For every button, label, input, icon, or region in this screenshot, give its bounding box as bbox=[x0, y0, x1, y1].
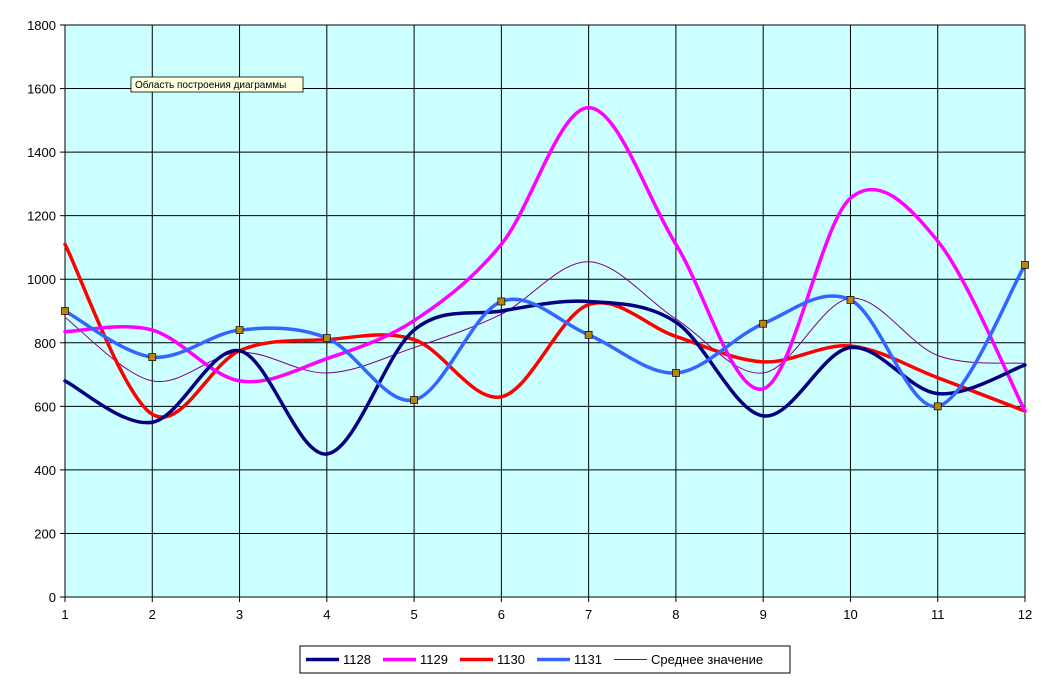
x-tick-label: 7 bbox=[585, 607, 592, 622]
y-tick-label: 1400 bbox=[27, 145, 56, 160]
x-tick-label: 8 bbox=[672, 607, 679, 622]
legend-item[interactable]: 1130 bbox=[460, 652, 525, 667]
series-1131-point[interactable] bbox=[148, 353, 157, 361]
tooltip-box bbox=[130, 76, 304, 93]
series-lines bbox=[63, 105, 1027, 456]
y-tick-label: 400 bbox=[34, 463, 56, 478]
y-tick-label: 600 bbox=[34, 399, 56, 414]
y-tick-label: 1800 bbox=[27, 18, 56, 33]
y-tick-label: 1200 bbox=[27, 209, 56, 224]
x-tick-label: 9 bbox=[760, 607, 767, 622]
x-tick-label: 10 bbox=[843, 607, 857, 622]
x-tick-label: 12 bbox=[1018, 607, 1032, 622]
x-tick-label: 2 bbox=[149, 607, 156, 622]
legend-item[interactable]: 1128 bbox=[306, 652, 371, 667]
legend-item[interactable]: Среднее значение bbox=[614, 652, 763, 667]
series-markers bbox=[61, 261, 1029, 411]
legend-label: 1129 bbox=[420, 652, 448, 667]
gridlines bbox=[65, 24, 1026, 597]
series-1131-point[interactable] bbox=[584, 330, 593, 339]
legend-label: Среднее значение bbox=[651, 652, 763, 667]
y-tick-label: 800 bbox=[34, 336, 56, 351]
series-1131-point[interactable] bbox=[846, 296, 855, 304]
y-tick-label: 1000 bbox=[27, 272, 56, 287]
legend-label: 1128 bbox=[343, 652, 371, 667]
x-tick-label: 11 bbox=[931, 607, 945, 622]
x-tick-label: 1 bbox=[61, 607, 68, 622]
series-1131-point[interactable] bbox=[322, 334, 331, 342]
y-tick-label: 200 bbox=[34, 526, 56, 541]
x-tick-label: 5 bbox=[410, 607, 417, 622]
series-1131-point[interactable] bbox=[672, 369, 680, 377]
y-tick-label: 0 bbox=[49, 590, 56, 605]
series-1131-point[interactable] bbox=[235, 326, 244, 334]
legend[interactable]: 1128 1129 1130 1131 Среднее значение bbox=[299, 645, 791, 674]
tooltip-text: Область построения диаграммы bbox=[135, 79, 286, 91]
series-1131-point[interactable] bbox=[1021, 261, 1029, 269]
series-1131-point[interactable] bbox=[410, 396, 418, 404]
series-1131-point[interactable] bbox=[759, 319, 768, 328]
legend-item[interactable]: 1129 bbox=[383, 652, 448, 667]
y-tick-label: 1600 bbox=[27, 82, 56, 97]
series-1128-line[interactable] bbox=[63, 299, 1027, 456]
legend-label: 1130 bbox=[497, 652, 525, 667]
legend-label: 1131 bbox=[574, 652, 602, 667]
x-tick-label: 6 bbox=[498, 607, 505, 622]
series-1131-point[interactable] bbox=[497, 297, 506, 306]
plot-area-tooltip: Область построения диаграммы bbox=[130, 76, 304, 93]
series-1131-point[interactable] bbox=[61, 307, 69, 315]
series-1131-point[interactable] bbox=[933, 402, 942, 411]
x-tick-label: 3 bbox=[236, 607, 243, 622]
x-tick-label: 4 bbox=[323, 607, 330, 622]
series-1129-line[interactable] bbox=[63, 105, 1027, 413]
legend-item[interactable]: 1131 bbox=[537, 652, 602, 667]
